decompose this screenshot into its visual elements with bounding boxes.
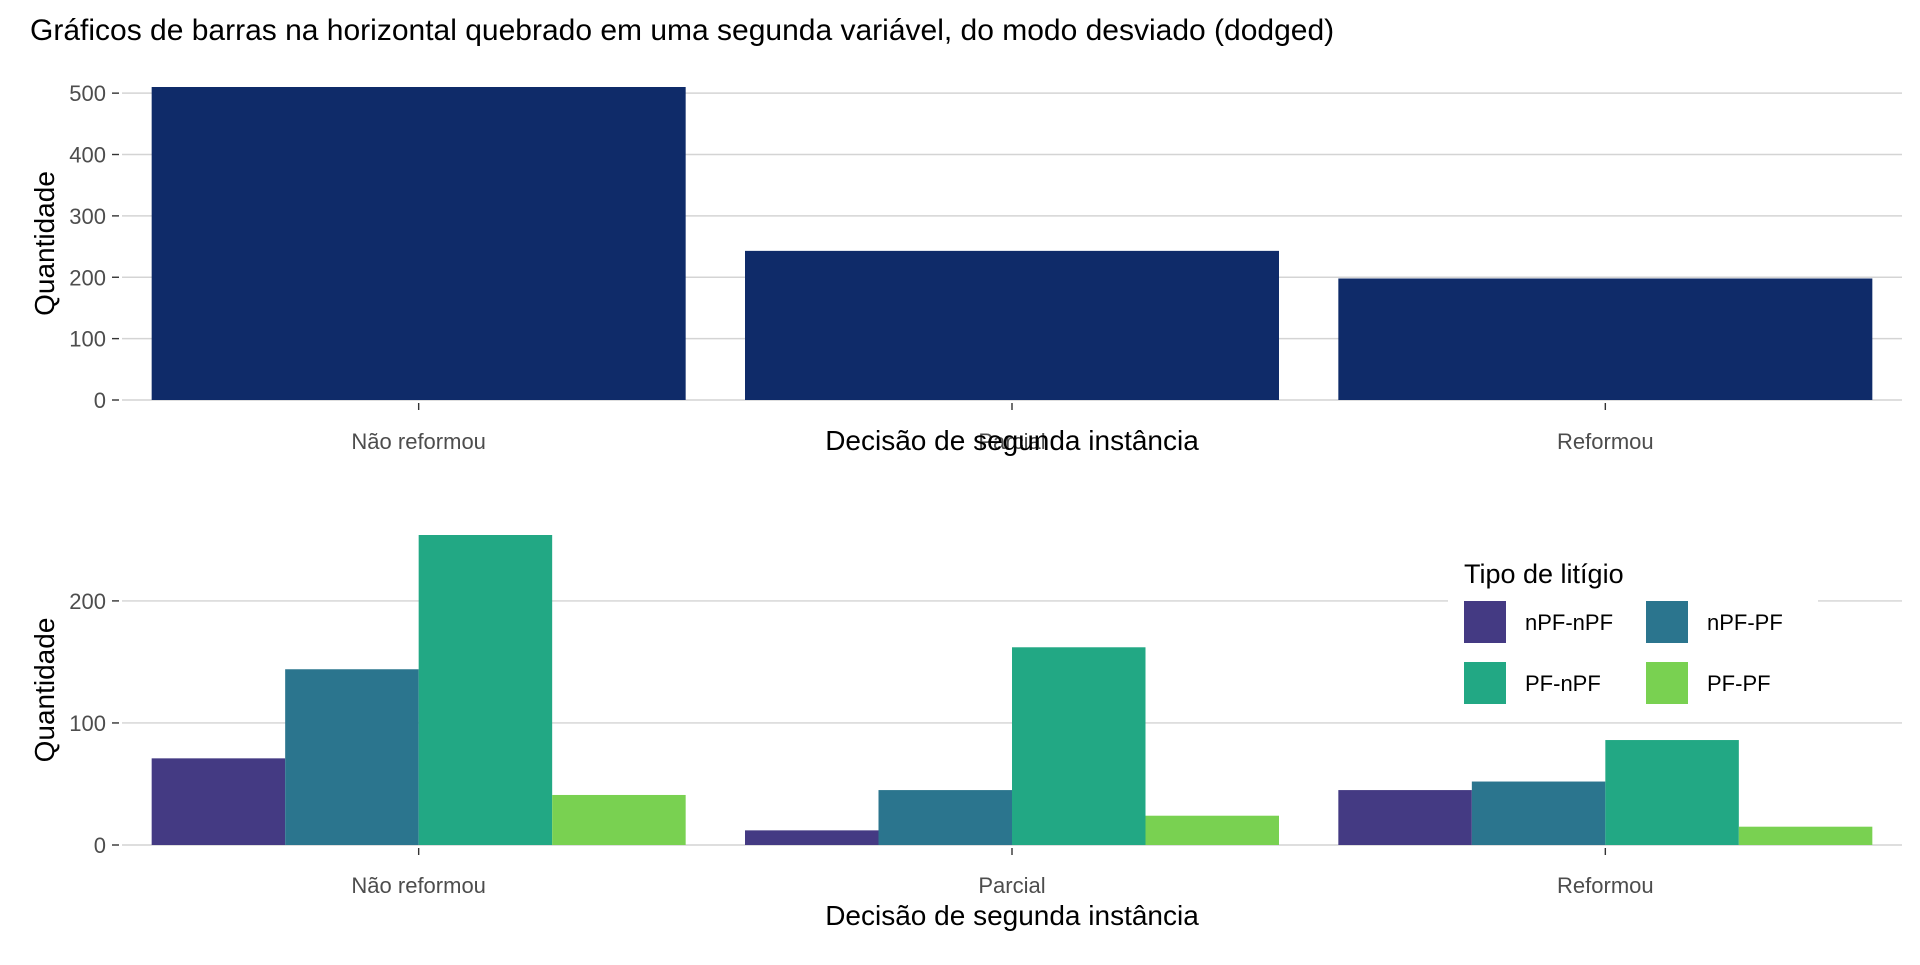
x-axis-title: Decisão de segunda instância — [825, 900, 1199, 931]
x-tick-label: Parcial — [978, 429, 1045, 454]
legend-label: nPF-nPF — [1525, 610, 1613, 635]
legend-background — [1448, 548, 1818, 716]
bar — [1012, 647, 1146, 845]
y-tick-label: 400 — [69, 143, 106, 168]
y-tick-label: 500 — [69, 81, 106, 106]
x-tick-label: Parcial — [978, 873, 1045, 898]
bar — [878, 790, 1012, 845]
legend-swatch — [1464, 601, 1506, 643]
y-tick-label: 0 — [94, 388, 106, 413]
y-axis-title: Quantidade — [29, 171, 60, 316]
bar — [151, 758, 286, 845]
x-axis-title: Decisão de segunda instância — [825, 425, 1199, 456]
bar — [1471, 781, 1606, 845]
y-tick-label: 100 — [69, 327, 106, 352]
bar — [552, 794, 686, 845]
bar — [1145, 815, 1279, 845]
y-tick-label: 200 — [69, 589, 106, 614]
legend-label: PF-nPF — [1525, 671, 1601, 696]
bar — [1738, 826, 1873, 845]
legend-swatch — [1646, 601, 1688, 643]
y-tick-label: 200 — [69, 265, 106, 290]
legend-title: Tipo de litígio — [1464, 559, 1624, 589]
legend-swatch — [1646, 662, 1688, 704]
bar — [745, 250, 1279, 400]
bar — [285, 669, 419, 845]
y-tick-label: 0 — [94, 833, 106, 858]
y-tick-label: 100 — [69, 711, 106, 736]
bar — [418, 535, 553, 845]
x-tick-label: Reformou — [1557, 873, 1654, 898]
bar — [745, 830, 879, 845]
legend-swatch — [1464, 662, 1506, 704]
legend-label: PF-PF — [1707, 671, 1771, 696]
y-tick-label: 300 — [69, 204, 106, 229]
chart-title: Gráficos de barras na horizontal quebrad… — [30, 14, 1334, 47]
bar — [1605, 740, 1739, 845]
bar — [1338, 278, 1873, 400]
bar — [151, 87, 686, 400]
x-tick-label: Não reformou — [351, 873, 486, 898]
bar — [1338, 790, 1472, 845]
legend-label: nPF-PF — [1707, 610, 1783, 635]
y-axis-title: Quantidade — [29, 618, 60, 763]
x-tick-label: Não reformou — [351, 429, 486, 454]
x-tick-label: Reformou — [1557, 429, 1654, 454]
